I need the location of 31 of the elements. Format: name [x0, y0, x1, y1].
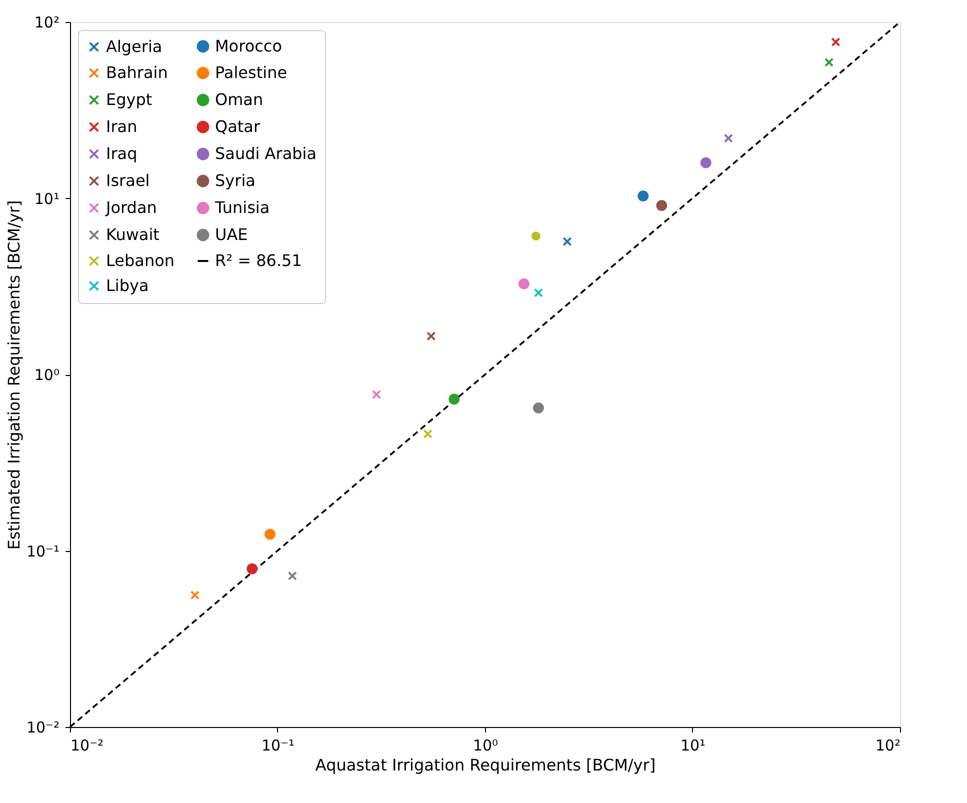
legend-label: Oman	[215, 90, 264, 109]
y-axis-title: Estimated Irrigation Requirements [BCM/yr]	[4, 200, 24, 550]
legend-label: Morocco	[215, 36, 282, 56]
legend-label: Bahrain	[106, 63, 168, 82]
legend-label: R² = 86.51	[215, 251, 302, 270]
y-tick-label: 10⁻¹	[26, 542, 60, 560]
legend-label: Saudi Arabia	[215, 144, 317, 163]
legend-label: Syria	[215, 171, 256, 190]
legend-label: Qatar	[215, 117, 260, 136]
legend-label: Iran	[106, 117, 138, 136]
legend-label: UAE	[215, 225, 248, 244]
legend-label: Iraq	[106, 144, 138, 163]
legend-label: Egypt	[106, 90, 152, 109]
y-tick-label: 10⁻²	[26, 718, 60, 736]
legend-label: Kuwait	[106, 225, 160, 244]
legend-label: Israel	[106, 171, 150, 190]
legend-label: Palestine	[215, 63, 288, 82]
y-tick-label: 10⁰	[34, 366, 60, 384]
y-tick-label: 10²	[34, 14, 60, 32]
legend-label: Tunisia	[214, 198, 270, 217]
x-tick-label: 10²	[875, 736, 900, 754]
legend-label: Algeria	[106, 36, 162, 56]
legend-label: Libya	[106, 276, 149, 295]
x-tick-label: 10⁰	[472, 736, 498, 754]
x-axis-title: Aquastat Irrigation Requirements [BCM/yr]	[315, 756, 656, 774]
x-tick-label: 10⁻¹	[261, 736, 295, 754]
legend-label: Jordan	[105, 198, 157, 217]
x-tick-label: 10⁻²	[70, 736, 104, 754]
y-tick-label: 10¹	[34, 190, 60, 208]
x-tick-label: 10¹	[680, 736, 706, 754]
legend-label: Lebanon	[106, 251, 175, 270]
